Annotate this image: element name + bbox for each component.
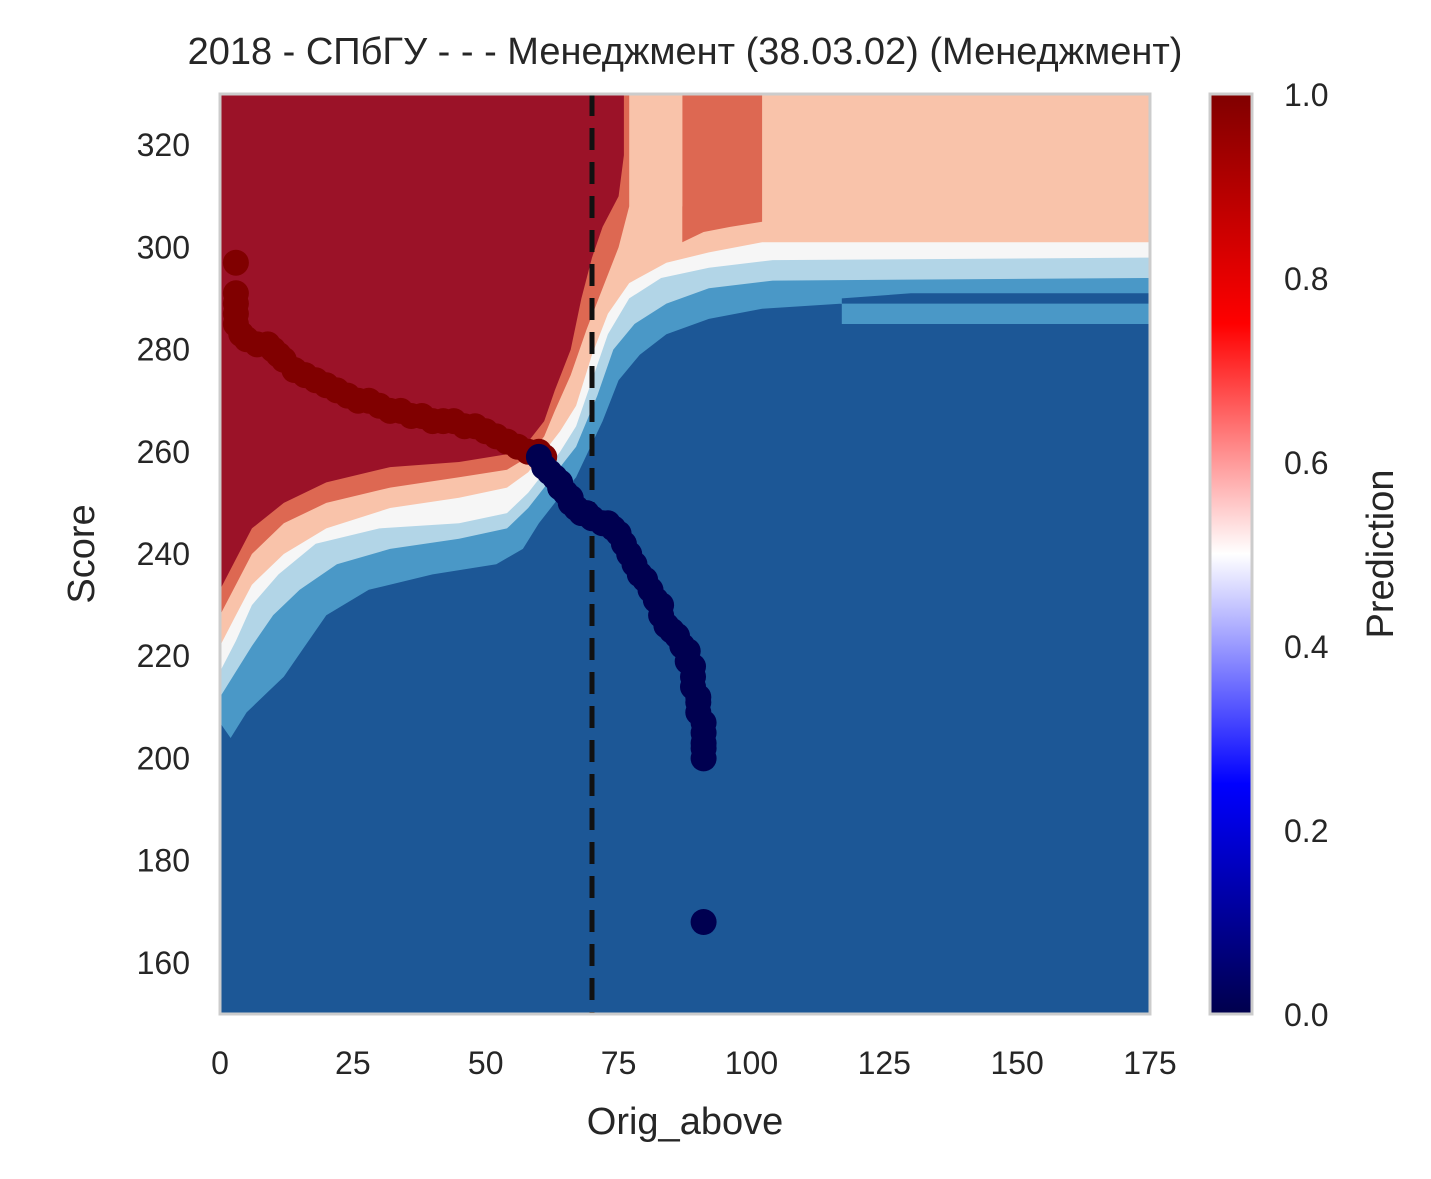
point-series-0-0 (222, 249, 249, 276)
colorbar: 0.0 0.2 0.4 0.6 0.8 1.0 Prediction (1208, 77, 1402, 1033)
contour-band-7 (661, 94, 683, 207)
x-tick-label: 25 (335, 1045, 371, 1081)
y-tick-label: 160 (137, 945, 190, 981)
colorbar-gradient (1208, 92, 1254, 1016)
contour-band-6 (220, 94, 624, 590)
x-tick-label: 50 (468, 1045, 504, 1081)
x-tick-label: 0 (211, 1045, 229, 1081)
x-tick-label: 75 (601, 1045, 637, 1081)
plot-area (220, 94, 1150, 1014)
x-tick-label: 100 (725, 1045, 778, 1081)
colorbar-tick-label: 0.4 (1284, 629, 1328, 665)
contour-layer (220, 94, 1150, 738)
y-tick-label: 260 (137, 434, 190, 470)
y-axis-ticks: 160 180 200 220 240 260 280 300 320 (137, 127, 190, 981)
colorbar-tick-label: 0.2 (1284, 813, 1328, 849)
chart-title: 2018 - СПбГУ - - - Менеджмент (38.03.02)… (188, 31, 1183, 73)
y-tick-label: 280 (137, 332, 190, 368)
y-axis-label: Score (61, 504, 103, 603)
contour-band-5 (682, 94, 763, 243)
point-series-1-43 (690, 909, 717, 935)
x-tick-label: 175 (1123, 1045, 1176, 1081)
x-axis-label: Orig_above (587, 1101, 783, 1143)
colorbar-tick-label: 0.6 (1284, 445, 1328, 481)
colorbar-label: Prediction (1360, 470, 1402, 639)
colorbar-ticks: 0.0 0.2 0.4 0.6 0.8 1.0 (1284, 77, 1328, 1033)
data-points (222, 249, 717, 935)
point-series-1-42 (690, 745, 717, 772)
colorbar-tick-label: 0.8 (1284, 261, 1328, 297)
colorbar-tick-label: 0.0 (1284, 997, 1328, 1033)
y-tick-label: 180 (137, 843, 190, 879)
colorbar-tick-label: 1.0 (1284, 77, 1328, 113)
x-tick-label: 125 (858, 1045, 911, 1081)
y-tick-label: 240 (137, 536, 190, 572)
y-tick-label: 320 (137, 127, 190, 163)
x-axis-ticks: 0 25 50 75 100 125 150 175 (211, 1045, 1177, 1081)
x-tick-label: 150 (990, 1045, 1043, 1081)
y-tick-label: 220 (137, 638, 190, 674)
y-tick-label: 200 (137, 740, 190, 776)
plot-frame (218, 92, 1152, 1016)
y-tick-label: 300 (137, 229, 190, 265)
